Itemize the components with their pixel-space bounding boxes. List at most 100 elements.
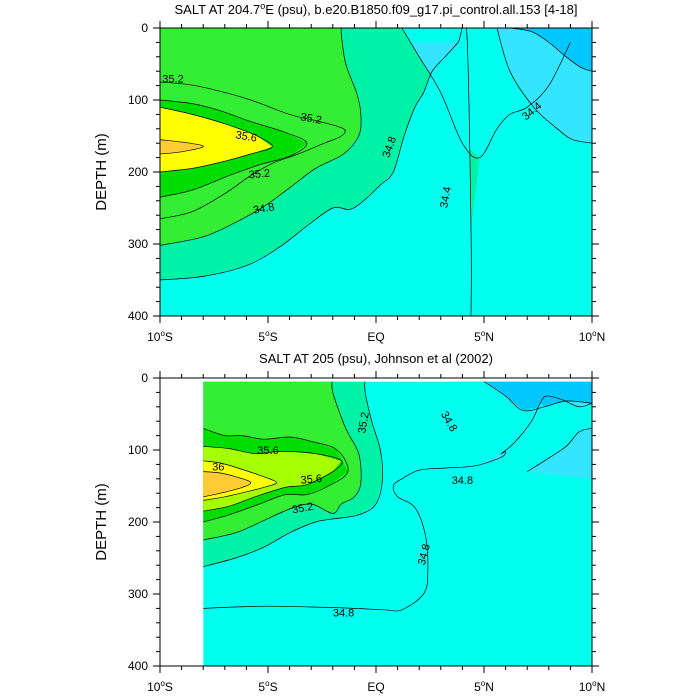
contour-label: 35.2 (291, 501, 314, 517)
contour-line-36 (203, 471, 252, 498)
y-tick-label: 0 (141, 371, 148, 385)
contour-line-34-4 (496, 28, 592, 144)
ticks (153, 371, 599, 673)
x-tick-hemisphere: N (597, 680, 606, 694)
x-tick-hemisphere: S (165, 680, 173, 694)
x-tick-degree: o (160, 329, 165, 338)
y-tick-label: 200 (128, 515, 148, 529)
x-tick-label: 10oN (579, 329, 605, 344)
y-tick-label: 100 (128, 93, 148, 107)
x-tick-num: 5 (474, 330, 481, 344)
x-tick-degree: o (481, 329, 486, 338)
y-tick-label: 300 (128, 587, 148, 601)
x-tick-label: 5oS (258, 679, 277, 694)
x-tick-num: EQ (367, 680, 384, 694)
contour-line-35-2 (160, 81, 346, 220)
x-tick-label: 10oN (579, 679, 605, 694)
contour-line-34-8 (160, 28, 472, 316)
contour-line-34-2 (509, 28, 592, 72)
y-tick-label: 100 (128, 443, 148, 457)
contour-line-35-6 (160, 106, 273, 173)
chart-title: SALT AT 204.7oE (psu), b.e20.B1850.f09_g… (175, 1, 578, 17)
contour-label: 35.2 (248, 168, 270, 182)
contour-label: 34.8 (252, 201, 275, 217)
chart-title-rest: E (psu), b.e20.B1850.f09_g17.pi_control.… (265, 2, 577, 17)
contour-band-4 (160, 31, 471, 316)
x-tick-degree: o (481, 679, 486, 688)
contour-line-34-4 (527, 428, 592, 472)
filled-contour-bands (203, 381, 592, 666)
contour-line-35-4 (160, 99, 308, 198)
x-tick-label: EQ (367, 680, 384, 694)
contour-band-2 (509, 28, 592, 72)
contour-label: 35.2 (356, 411, 372, 434)
x-tick-hemisphere: N (485, 330, 494, 344)
contour-label: 34.8 (452, 475, 473, 487)
x-tick-hemisphere: N (485, 680, 494, 694)
contour-label: 35.6 (257, 445, 278, 457)
x-tick-hemisphere: N (597, 330, 606, 344)
contour-band-3 (527, 428, 592, 479)
x-tick-degree: o (592, 329, 597, 338)
contour-label: 35.2 (162, 73, 183, 85)
x-tick-degree: o (265, 679, 270, 688)
top-contour-panel: SALT AT 204.7oE (psu), b.e20.B1850.f09_g… (93, 1, 605, 344)
y-tick-label: 400 (128, 659, 148, 673)
chart-title-degree: o (260, 1, 265, 11)
y-tick-label: 400 (128, 309, 148, 323)
contour-band-10 (160, 139, 204, 154)
contour-lines (203, 381, 592, 612)
contour-lines (160, 28, 592, 316)
x-tick-num: 10 (147, 680, 161, 694)
contour-band-1 (160, 28, 592, 316)
x-tick-label: 10oS (147, 679, 173, 694)
x-tick-num: 5 (258, 680, 265, 694)
ticks (153, 21, 599, 323)
x-tick-hemisphere: S (270, 330, 278, 344)
x-tick-label: 5oS (258, 329, 277, 344)
contour-line-35 (203, 381, 384, 567)
contour-line-34-4 (401, 28, 571, 159)
contour-label: 35.2 (299, 111, 322, 127)
x-tick-num: 10 (579, 330, 593, 344)
x-tick-label: EQ (367, 330, 384, 344)
y-tick-label: 300 (128, 237, 148, 251)
contour-line-35-8 (160, 139, 204, 155)
y-tick-label: 0 (141, 21, 148, 35)
contour-line-35-8 (203, 460, 277, 501)
contour-line-35-2 (203, 381, 362, 541)
x-tick-degree: o (160, 679, 165, 688)
contour-line-34-4 (483, 381, 592, 412)
contour-line-35-6 (203, 446, 343, 512)
contour-label: 34.8 (416, 543, 433, 567)
x-tick-hemisphere: S (165, 330, 173, 344)
x-tick-label: 10oS (147, 329, 173, 344)
x-tick-num: 5 (474, 680, 481, 694)
contour-label: 34.8 (333, 608, 354, 620)
contour-label: 35.6 (235, 129, 258, 145)
contour-band-4 (445, 381, 545, 468)
y-axis-label: DEPTH (m) (93, 133, 110, 211)
contour-line-35-4 (203, 428, 349, 523)
chart-title: SALT AT 205 (psu), Johnson et al (2002) (259, 351, 493, 366)
contour-line-34-8 (203, 395, 592, 612)
filled-contour-bands (160, 28, 592, 316)
contour-band-8 (203, 446, 342, 512)
x-tick-label: 5oN (474, 329, 494, 344)
x-tick-degree: o (592, 679, 597, 688)
bottom-contour-panel: SALT AT 205 (psu), Johnson et al (2002) 3… (93, 351, 605, 694)
y-axis-label: DEPTH (m) (93, 483, 110, 561)
contour-label: 34.4 (438, 186, 454, 209)
contour-band-2 (484, 381, 592, 411)
contour-band-9 (160, 107, 273, 172)
x-tick-label: 5oN (474, 679, 494, 694)
x-tick-num: 10 (147, 330, 161, 344)
chart-title-main: SALT AT 204.7 (175, 2, 261, 17)
contour-label: 36 (212, 462, 224, 474)
x-tick-degree: o (265, 329, 270, 338)
x-tick-num: EQ (367, 330, 384, 344)
x-tick-num: 10 (579, 680, 593, 694)
chart-title-main: SALT AT 205 (psu), Johnson et al (2002) (259, 351, 493, 366)
contour-label: 35.6 (300, 473, 322, 487)
y-tick-label: 200 (128, 165, 148, 179)
